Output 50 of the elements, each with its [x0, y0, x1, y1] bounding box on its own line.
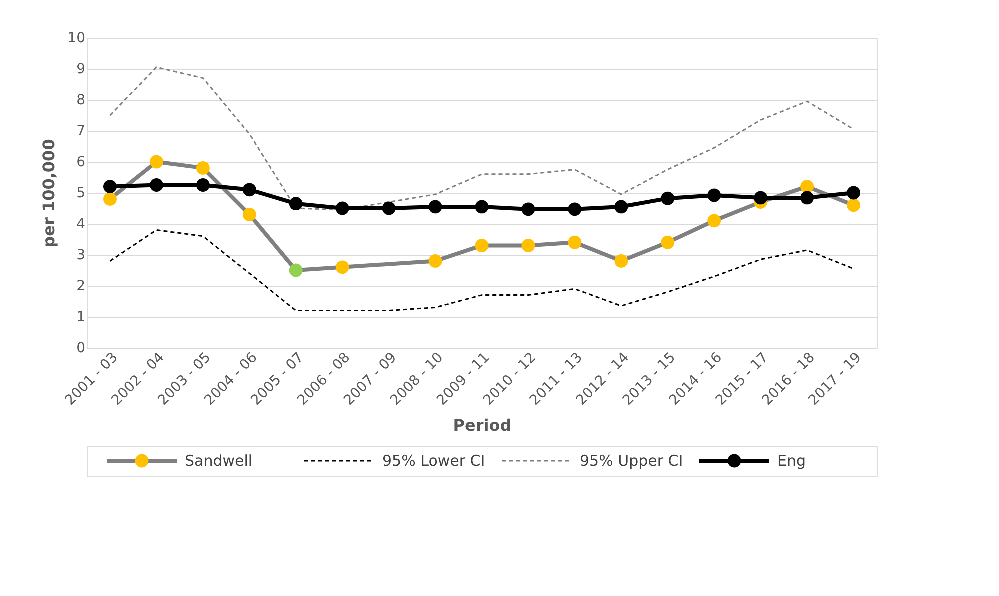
point — [568, 202, 582, 216]
legend-label: 95% Upper CI — [580, 452, 684, 470]
legend-label: Sandwell — [185, 452, 253, 470]
y-axis-title: per 100,000 — [40, 139, 59, 248]
point — [382, 202, 396, 216]
point — [196, 162, 210, 175]
y-tick-label: 9 — [76, 62, 86, 78]
legend-label: 95% Lower CI — [382, 452, 486, 470]
legend-label: Eng — [778, 452, 806, 470]
point — [614, 200, 628, 214]
x-axis-title: Period — [453, 416, 512, 436]
point — [661, 236, 675, 250]
y-tick-label: 8 — [76, 92, 86, 108]
y-tick-label: 2 — [76, 278, 86, 294]
point — [800, 191, 814, 205]
line-series — [109, 229, 855, 312]
y-tick-label: 6 — [76, 154, 86, 170]
point — [754, 191, 768, 205]
point — [428, 200, 442, 214]
point — [196, 178, 210, 192]
point — [568, 236, 582, 250]
point — [336, 260, 350, 274]
point — [242, 183, 256, 197]
point — [150, 155, 164, 169]
point — [614, 254, 628, 268]
y-tick-label: 5 — [76, 186, 86, 202]
point — [289, 197, 303, 211]
y-tick-label: 7 — [76, 124, 86, 140]
point — [475, 200, 489, 214]
y-tick-label: 3 — [76, 248, 86, 264]
point — [522, 239, 536, 252]
point — [661, 192, 675, 206]
y-tick-label: 4 — [76, 216, 86, 232]
point — [428, 254, 442, 268]
y-tick-label: 1 — [76, 310, 86, 326]
point — [289, 264, 303, 278]
point — [847, 198, 860, 212]
point — [847, 186, 860, 200]
point — [708, 214, 722, 228]
point — [475, 239, 489, 252]
point — [242, 208, 256, 222]
y-tick-label: 10 — [68, 30, 86, 46]
point — [104, 180, 117, 194]
point — [150, 178, 164, 192]
point — [336, 202, 350, 216]
y-tick-label: 0 — [76, 340, 86, 356]
point — [522, 202, 536, 216]
point — [708, 188, 722, 202]
point — [104, 192, 117, 206]
point — [800, 180, 814, 194]
